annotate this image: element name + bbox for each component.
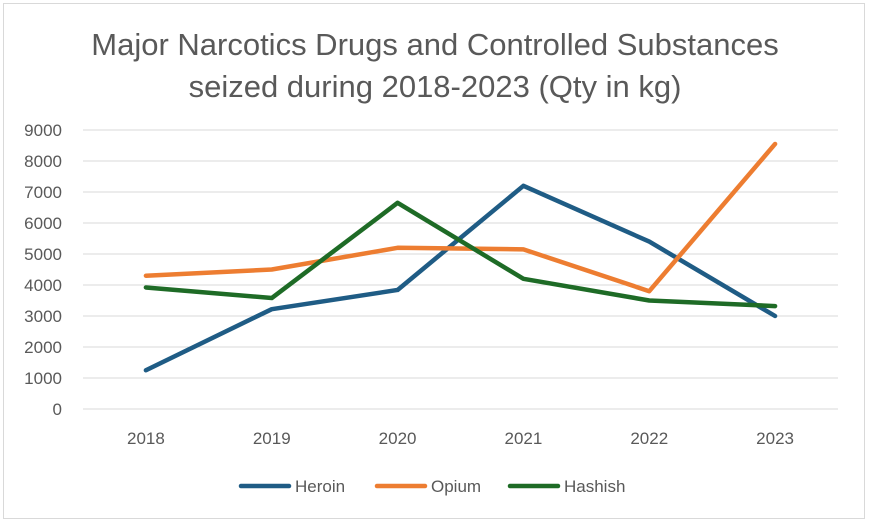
data-point-heroin xyxy=(648,241,650,243)
data-point-opium xyxy=(648,290,650,292)
data-point-hashish xyxy=(397,202,399,204)
data-point-heroin xyxy=(397,289,399,291)
data-point-opium xyxy=(774,143,776,145)
data-point-hashish xyxy=(271,297,273,299)
series-lines xyxy=(143,141,778,373)
x-tick-label: 2020 xyxy=(379,429,417,448)
x-tick-label: 2019 xyxy=(253,429,291,448)
chart-title: Major Narcotics Drugs and Controlled Sub… xyxy=(0,24,870,108)
data-point-hashish xyxy=(648,300,650,301)
legend-label-hashish: Hashish xyxy=(564,477,625,496)
x-tick-label: 2018 xyxy=(127,429,165,448)
data-point-heroin xyxy=(145,369,147,371)
y-tick-label: 1000 xyxy=(24,369,62,388)
chart-title-line-2: seized during 2018-2023 (Qty in kg) xyxy=(188,69,682,104)
y-tick-label: 2000 xyxy=(24,338,62,357)
y-tick-label: 0 xyxy=(53,400,62,419)
data-point-opium xyxy=(522,248,524,250)
data-point-heroin xyxy=(774,315,776,317)
y-tick-label: 6000 xyxy=(24,214,62,233)
y-tick-label: 4000 xyxy=(24,276,62,295)
data-point-opium xyxy=(271,269,273,270)
legend-label-heroin: Heroin xyxy=(295,477,345,496)
data-point-hashish xyxy=(774,305,776,307)
y-tick-label: 7000 xyxy=(24,183,62,202)
x-axis-ticks: 2018 2019 2020 2021 2022 2023 xyxy=(127,429,794,448)
series-line-opium xyxy=(143,141,778,294)
chart-title-line-1: Major Narcotics Drugs and Controlled Sub… xyxy=(91,27,779,62)
data-point-opium xyxy=(397,247,399,249)
y-tick-label: 5000 xyxy=(24,245,62,264)
x-tick-label: 2022 xyxy=(630,429,668,448)
y-tick-label: 8000 xyxy=(24,152,62,171)
legend-label-opium: Opium xyxy=(431,477,481,496)
y-tick-label: 9000 xyxy=(24,121,62,140)
series-line-heroin xyxy=(143,183,778,373)
data-point-hashish xyxy=(145,286,147,288)
gridlines xyxy=(83,129,838,410)
legend: Heroin Opium Hashish xyxy=(238,477,625,496)
data-point-opium xyxy=(145,275,147,277)
data-point-heroin xyxy=(522,185,524,187)
data-point-heroin xyxy=(271,308,273,310)
data-point-hashish xyxy=(522,278,524,280)
y-axis-ticks: 0 1000 2000 3000 4000 5000 6000 7000 8000 9000 xyxy=(24,121,62,419)
x-tick-label: 2023 xyxy=(756,429,794,448)
series-line-hashish xyxy=(143,200,778,309)
y-tick-label: 3000 xyxy=(24,307,62,326)
x-tick-label: 2021 xyxy=(505,429,543,448)
